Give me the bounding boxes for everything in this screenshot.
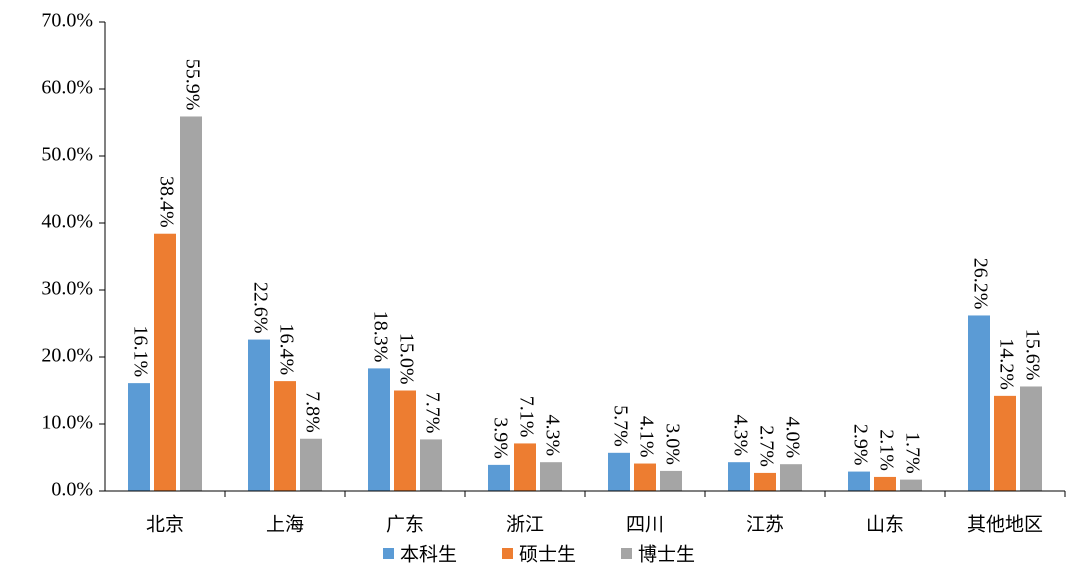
value-label: 2.7% bbox=[755, 425, 777, 467]
bar bbox=[1020, 386, 1042, 491]
legend-label: 本科生 bbox=[400, 544, 457, 566]
bar bbox=[874, 476, 896, 491]
y-tick-label: 30.0% bbox=[41, 278, 93, 300]
value-label: 15.0% bbox=[395, 333, 417, 385]
value-label: 38.4% bbox=[155, 176, 177, 228]
value-label: 16.1% bbox=[129, 325, 151, 377]
bar bbox=[128, 383, 150, 491]
value-label: 4.3% bbox=[541, 415, 563, 457]
bar bbox=[754, 472, 776, 491]
bar bbox=[780, 464, 802, 491]
value-label: 4.0% bbox=[781, 417, 803, 459]
value-label: 7.7% bbox=[421, 392, 443, 434]
bar bbox=[300, 438, 322, 491]
bar bbox=[248, 339, 270, 491]
value-label: 18.3% bbox=[369, 311, 391, 363]
y-tick-label: 50.0% bbox=[41, 144, 93, 166]
bar bbox=[180, 116, 202, 491]
bar bbox=[368, 368, 390, 491]
bar bbox=[608, 452, 630, 491]
x-tick-label: 北京 bbox=[146, 514, 184, 536]
x-tick-label: 浙江 bbox=[506, 514, 544, 536]
value-label: 2.1% bbox=[875, 429, 897, 471]
legend-swatch bbox=[502, 548, 513, 559]
x-tick-label: 四川 bbox=[626, 514, 664, 536]
value-label: 4.1% bbox=[635, 416, 657, 458]
bar bbox=[660, 470, 682, 491]
x-tick-label: 广东 bbox=[386, 514, 424, 536]
y-tick-label: 40.0% bbox=[41, 211, 93, 233]
x-tick-label: 其他地区 bbox=[967, 514, 1043, 536]
legend-label: 硕士生 bbox=[519, 544, 576, 566]
bar bbox=[154, 233, 176, 491]
value-label: 14.2% bbox=[995, 338, 1017, 390]
value-label: 1.7% bbox=[901, 432, 923, 474]
bar bbox=[848, 471, 870, 491]
value-label: 16.4% bbox=[275, 323, 297, 375]
y-tick-label: 70.0% bbox=[41, 10, 93, 32]
value-label: 2.9% bbox=[849, 424, 871, 466]
y-tick-label: 20.0% bbox=[41, 345, 93, 367]
y-tick-label: 0.0% bbox=[51, 479, 93, 501]
bar bbox=[514, 443, 536, 491]
x-tick-label: 江苏 bbox=[746, 514, 784, 536]
x-tick-label: 山东 bbox=[866, 514, 904, 536]
legend-label: 博士生 bbox=[638, 544, 695, 566]
x-tick-label: 上海 bbox=[266, 514, 304, 536]
value-label: 22.6% bbox=[249, 282, 271, 334]
value-label: 7.8% bbox=[301, 391, 323, 433]
value-label: 55.9% bbox=[181, 59, 203, 111]
value-label: 15.6% bbox=[1021, 329, 1043, 381]
value-label: 5.7% bbox=[609, 405, 631, 447]
value-label: 3.0% bbox=[661, 423, 683, 465]
bar bbox=[728, 462, 750, 491]
bar bbox=[488, 464, 510, 491]
bar bbox=[274, 381, 296, 491]
y-tick-label: 10.0% bbox=[41, 412, 93, 434]
bar bbox=[394, 390, 416, 491]
bar bbox=[968, 315, 990, 491]
y-tick-label: 60.0% bbox=[41, 77, 93, 99]
legend-swatch bbox=[383, 548, 394, 559]
bar bbox=[634, 463, 656, 491]
value-label: 3.9% bbox=[489, 417, 511, 459]
legend-swatch bbox=[621, 548, 632, 559]
value-label: 4.3% bbox=[729, 415, 751, 457]
value-label: 26.2% bbox=[969, 258, 991, 310]
value-label: 7.1% bbox=[515, 396, 537, 438]
bar bbox=[540, 462, 562, 491]
bar bbox=[900, 479, 922, 491]
bar bbox=[994, 395, 1016, 491]
bar bbox=[420, 439, 442, 491]
